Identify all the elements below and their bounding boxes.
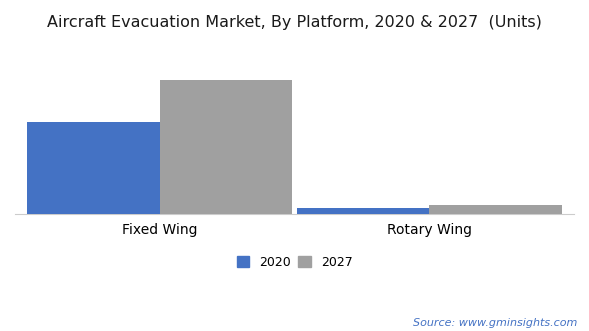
Bar (160, 80, 292, 214)
Title: Aircraft Evacuation Market, By Platform, 2020 & 2027  (Units): Aircraft Evacuation Market, By Platform,… (47, 15, 542, 30)
Bar (297, 208, 429, 214)
Bar (28, 122, 160, 214)
Bar (429, 205, 561, 214)
Text: Source: www.gminsights.com: Source: www.gminsights.com (413, 318, 577, 328)
Legend: 2020, 2027: 2020, 2027 (231, 251, 358, 274)
